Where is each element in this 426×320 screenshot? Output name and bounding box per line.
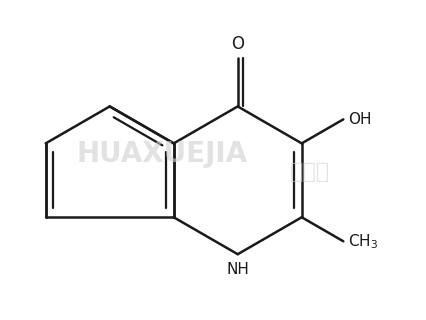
Text: HUAXUEJIA: HUAXUEJIA xyxy=(77,140,248,168)
Text: O: O xyxy=(231,35,244,53)
Text: 化学加: 化学加 xyxy=(290,162,331,182)
Text: CH$_3$: CH$_3$ xyxy=(348,232,378,251)
Text: NH: NH xyxy=(226,262,249,276)
Text: OH: OH xyxy=(348,112,371,127)
